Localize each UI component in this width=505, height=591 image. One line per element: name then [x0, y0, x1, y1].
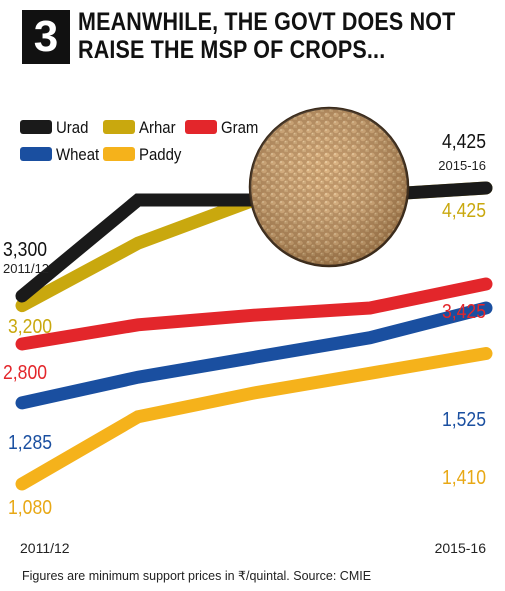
data-label-paddy-start: 1,080: [8, 496, 52, 518]
data-label-gram-end: 3,425: [442, 300, 486, 322]
legend-swatch-urad: [20, 120, 52, 134]
data-label-urad-start: 3,300: [3, 238, 47, 260]
title-line-2: RAISE THE MSP OF CROPS...: [78, 36, 386, 64]
x-tick-label-1: 2015-16: [435, 540, 487, 556]
data-label-paddy-end: 1,410: [442, 466, 486, 488]
legend-swatch-arhar: [103, 120, 135, 134]
legend-swatch-paddy: [103, 147, 135, 161]
series-line-gram: [15, 277, 493, 351]
chart-header: 3 MEANWHILE, THE GOVT DOES NOT RAISE THE…: [22, 8, 492, 66]
data-sublabel-urad-start: 2011/12: [3, 261, 49, 276]
data-label-wheat-start: 1,285: [8, 431, 52, 453]
legend-label-arhar: Arhar: [139, 119, 176, 137]
title-line-1: MEANWHILE, THE GOVT DOES NOT: [78, 8, 456, 36]
section-number: 3: [22, 10, 70, 64]
legend-label-gram: Gram: [221, 119, 258, 137]
legend-label-urad: Urad: [56, 119, 88, 137]
legend-label-paddy: Paddy: [139, 146, 181, 164]
data-label-gram-start: 2,800: [3, 361, 47, 383]
legend-label-wheat: Wheat: [56, 146, 100, 164]
data-label-arhar-start: 3,200: [8, 315, 52, 337]
data-sublabel-urad-end: 2015-16: [438, 158, 486, 173]
x-tick-label-0: 2011/12: [20, 540, 70, 556]
footnote: Figures are minimum support prices in ₹/…: [22, 569, 372, 583]
series-line-paddy: [15, 347, 493, 491]
data-label-arhar-end: 4,425: [442, 199, 486, 221]
chart-title: MEANWHILE, THE GOVT DOES NOT RAISE THE M…: [78, 8, 456, 64]
legend-swatch-gram: [185, 120, 217, 134]
legend-swatch-wheat: [20, 147, 52, 161]
data-label-wheat-end: 1,525: [442, 408, 486, 430]
lentils-photo: [248, 106, 410, 268]
data-label-urad-end: 4,425: [442, 130, 486, 152]
